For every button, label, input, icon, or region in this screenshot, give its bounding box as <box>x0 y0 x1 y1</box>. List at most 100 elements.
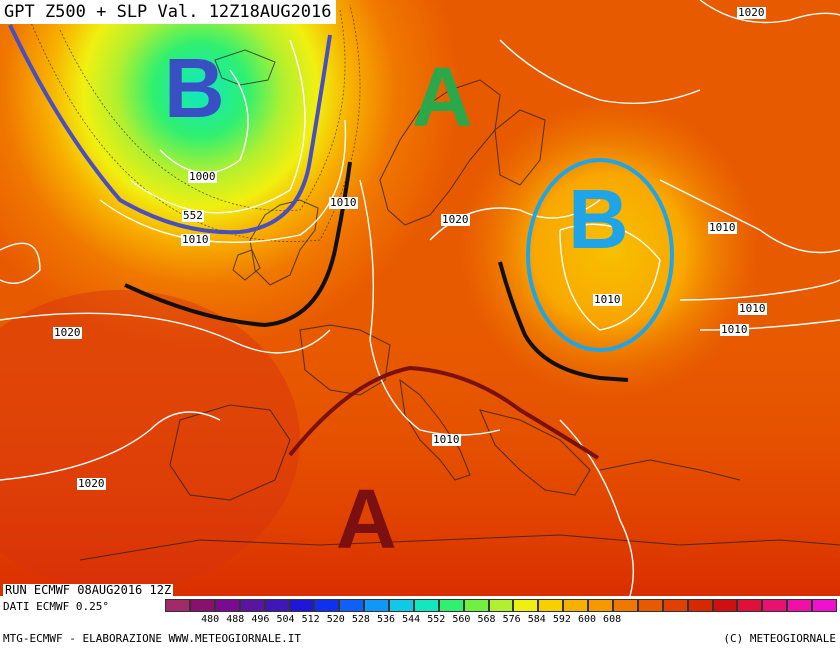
colorbar-cell <box>488 599 514 612</box>
isobar-1020-atlantic <box>0 312 331 354</box>
coast-balkans <box>479 409 591 496</box>
colorbar-cell <box>812 599 837 612</box>
isobar-1005 <box>129 39 306 214</box>
colorbar-cell <box>413 599 439 612</box>
colorbar-cell <box>737 599 763 612</box>
low-circle-east <box>526 158 674 352</box>
isobar-label: 1010 <box>329 196 358 209</box>
coast-great-britain <box>249 199 319 286</box>
colorbar-cell <box>463 599 489 612</box>
isobar-1010-east-low <box>559 223 661 331</box>
z500-south-field <box>0 300 840 596</box>
colorbar-tick-label: 600 <box>577 614 596 625</box>
colorbar-cell <box>613 599 638 612</box>
colorbar-cell <box>712 599 738 612</box>
colorbar-cell <box>762 599 788 612</box>
isobar-1010-greece <box>559 419 635 597</box>
colorbar-cell <box>662 599 688 612</box>
colorbar-cell <box>687 599 713 612</box>
colorbar-tick-label: 584 <box>527 614 546 625</box>
isobar-1010-east <box>679 279 840 301</box>
colorbar-cell <box>364 599 389 612</box>
colorbar-tick-label: 608 <box>603 614 622 625</box>
coast-ireland <box>232 249 261 281</box>
colorbar-cell <box>538 599 564 612</box>
colorbar-tick-label: 520 <box>326 614 345 625</box>
isobar-label: 1010 <box>708 221 737 234</box>
z500-atlantic-ridge <box>0 290 300 590</box>
isobar-label: 1010 <box>593 293 622 306</box>
isobar-label: 1010 <box>738 302 767 315</box>
coast-france <box>299 324 391 396</box>
isobar-label: 1010 <box>720 323 749 336</box>
colorbar-tick-label: 496 <box>251 614 270 625</box>
isobar-1010-arctic <box>499 39 701 105</box>
high-center-letter-south: A <box>336 472 397 566</box>
colorbar-cell <box>389 599 414 612</box>
colorbar-cell <box>165 599 190 612</box>
isobar-label: 1020 <box>737 6 766 19</box>
colorbar-cell <box>289 599 315 612</box>
isobar-label: 1020 <box>77 477 106 490</box>
z500-contour-inner <box>59 9 346 211</box>
coast-finland <box>494 109 546 186</box>
isobar-label: 1000 <box>188 170 217 183</box>
colorbar-tick-label: 568 <box>477 614 496 625</box>
colorbar-tick-label: 504 <box>276 614 295 625</box>
isobar-1020-top <box>699 0 840 24</box>
colorbar-cell <box>239 599 265 612</box>
isobar-1020-south <box>0 411 221 481</box>
colorbar-cell <box>637 599 663 612</box>
isobar-1010-north <box>99 119 347 243</box>
data-source-info: DATI ECMWF 0.25° <box>3 600 109 613</box>
isobar-label: 552 <box>182 209 204 222</box>
run-info: RUN ECMWF 08AUG2016 12Z <box>3 583 174 597</box>
colorbar-cell <box>264 599 290 612</box>
colorbar-tick-label: 480 <box>201 614 220 625</box>
colorbar-tick-label: 544 <box>402 614 421 625</box>
colorbar-tick-label: 488 <box>226 614 245 625</box>
trough-axis-atlantic <box>8 24 332 235</box>
colorbar-cell <box>588 599 613 612</box>
coast-north-africa <box>79 534 840 561</box>
z500-contours <box>29 4 361 242</box>
isobar-label: 1020 <box>53 326 82 339</box>
ridge-axis-mediterranean <box>288 365 600 460</box>
colorbar-tick-label: 560 <box>452 614 471 625</box>
cold-front-east <box>498 261 629 382</box>
colorbar-tick-label: 592 <box>552 614 571 625</box>
credit-left: MTG-ECMWF - ELABORAZIONE WWW.METEOGIORNA… <box>3 632 302 645</box>
isobar-1000 <box>159 69 249 174</box>
colorbar-cell <box>314 599 340 612</box>
colorbar-tick-label: 536 <box>376 614 396 625</box>
colorbar-cell <box>563 599 589 612</box>
coast-turkey <box>599 459 741 481</box>
colorbar-cell <box>438 599 464 612</box>
credit-right: (C) METEOGIORNALE <box>723 632 836 645</box>
coast-iberia <box>169 404 291 501</box>
colorbar-cell <box>339 599 365 612</box>
low-center-letter-east: B <box>568 172 629 266</box>
colorbar-tick-label: 512 <box>301 614 320 625</box>
isobar-label: 1020 <box>441 213 470 226</box>
colorbar-tick-label: 528 <box>351 614 370 625</box>
high-center-letter-north: A <box>412 50 473 144</box>
isobar-1020-west-loop <box>0 242 41 284</box>
low-center-letter-west: B <box>164 41 225 135</box>
isobar-1010-se <box>699 319 840 331</box>
coastlines <box>79 49 840 561</box>
colorbar-cell <box>513 599 539 612</box>
colorbar-cell <box>189 599 215 612</box>
map-title: GPT Z500 + SLP Val. 12Z18AUG2016 <box>0 0 336 24</box>
isobar-label: 1010 <box>181 233 210 246</box>
colorbar-tick-label: 552 <box>427 614 446 625</box>
isobar-label: 1010 <box>432 433 461 446</box>
z500-contour-outer <box>29 4 361 242</box>
isobar-1010-ne <box>659 179 840 254</box>
coast-iceland <box>214 49 276 86</box>
colorbar-cell <box>214 599 240 612</box>
colorbar-cell <box>787 599 813 612</box>
colorbar-tick-label: 576 <box>502 614 521 625</box>
